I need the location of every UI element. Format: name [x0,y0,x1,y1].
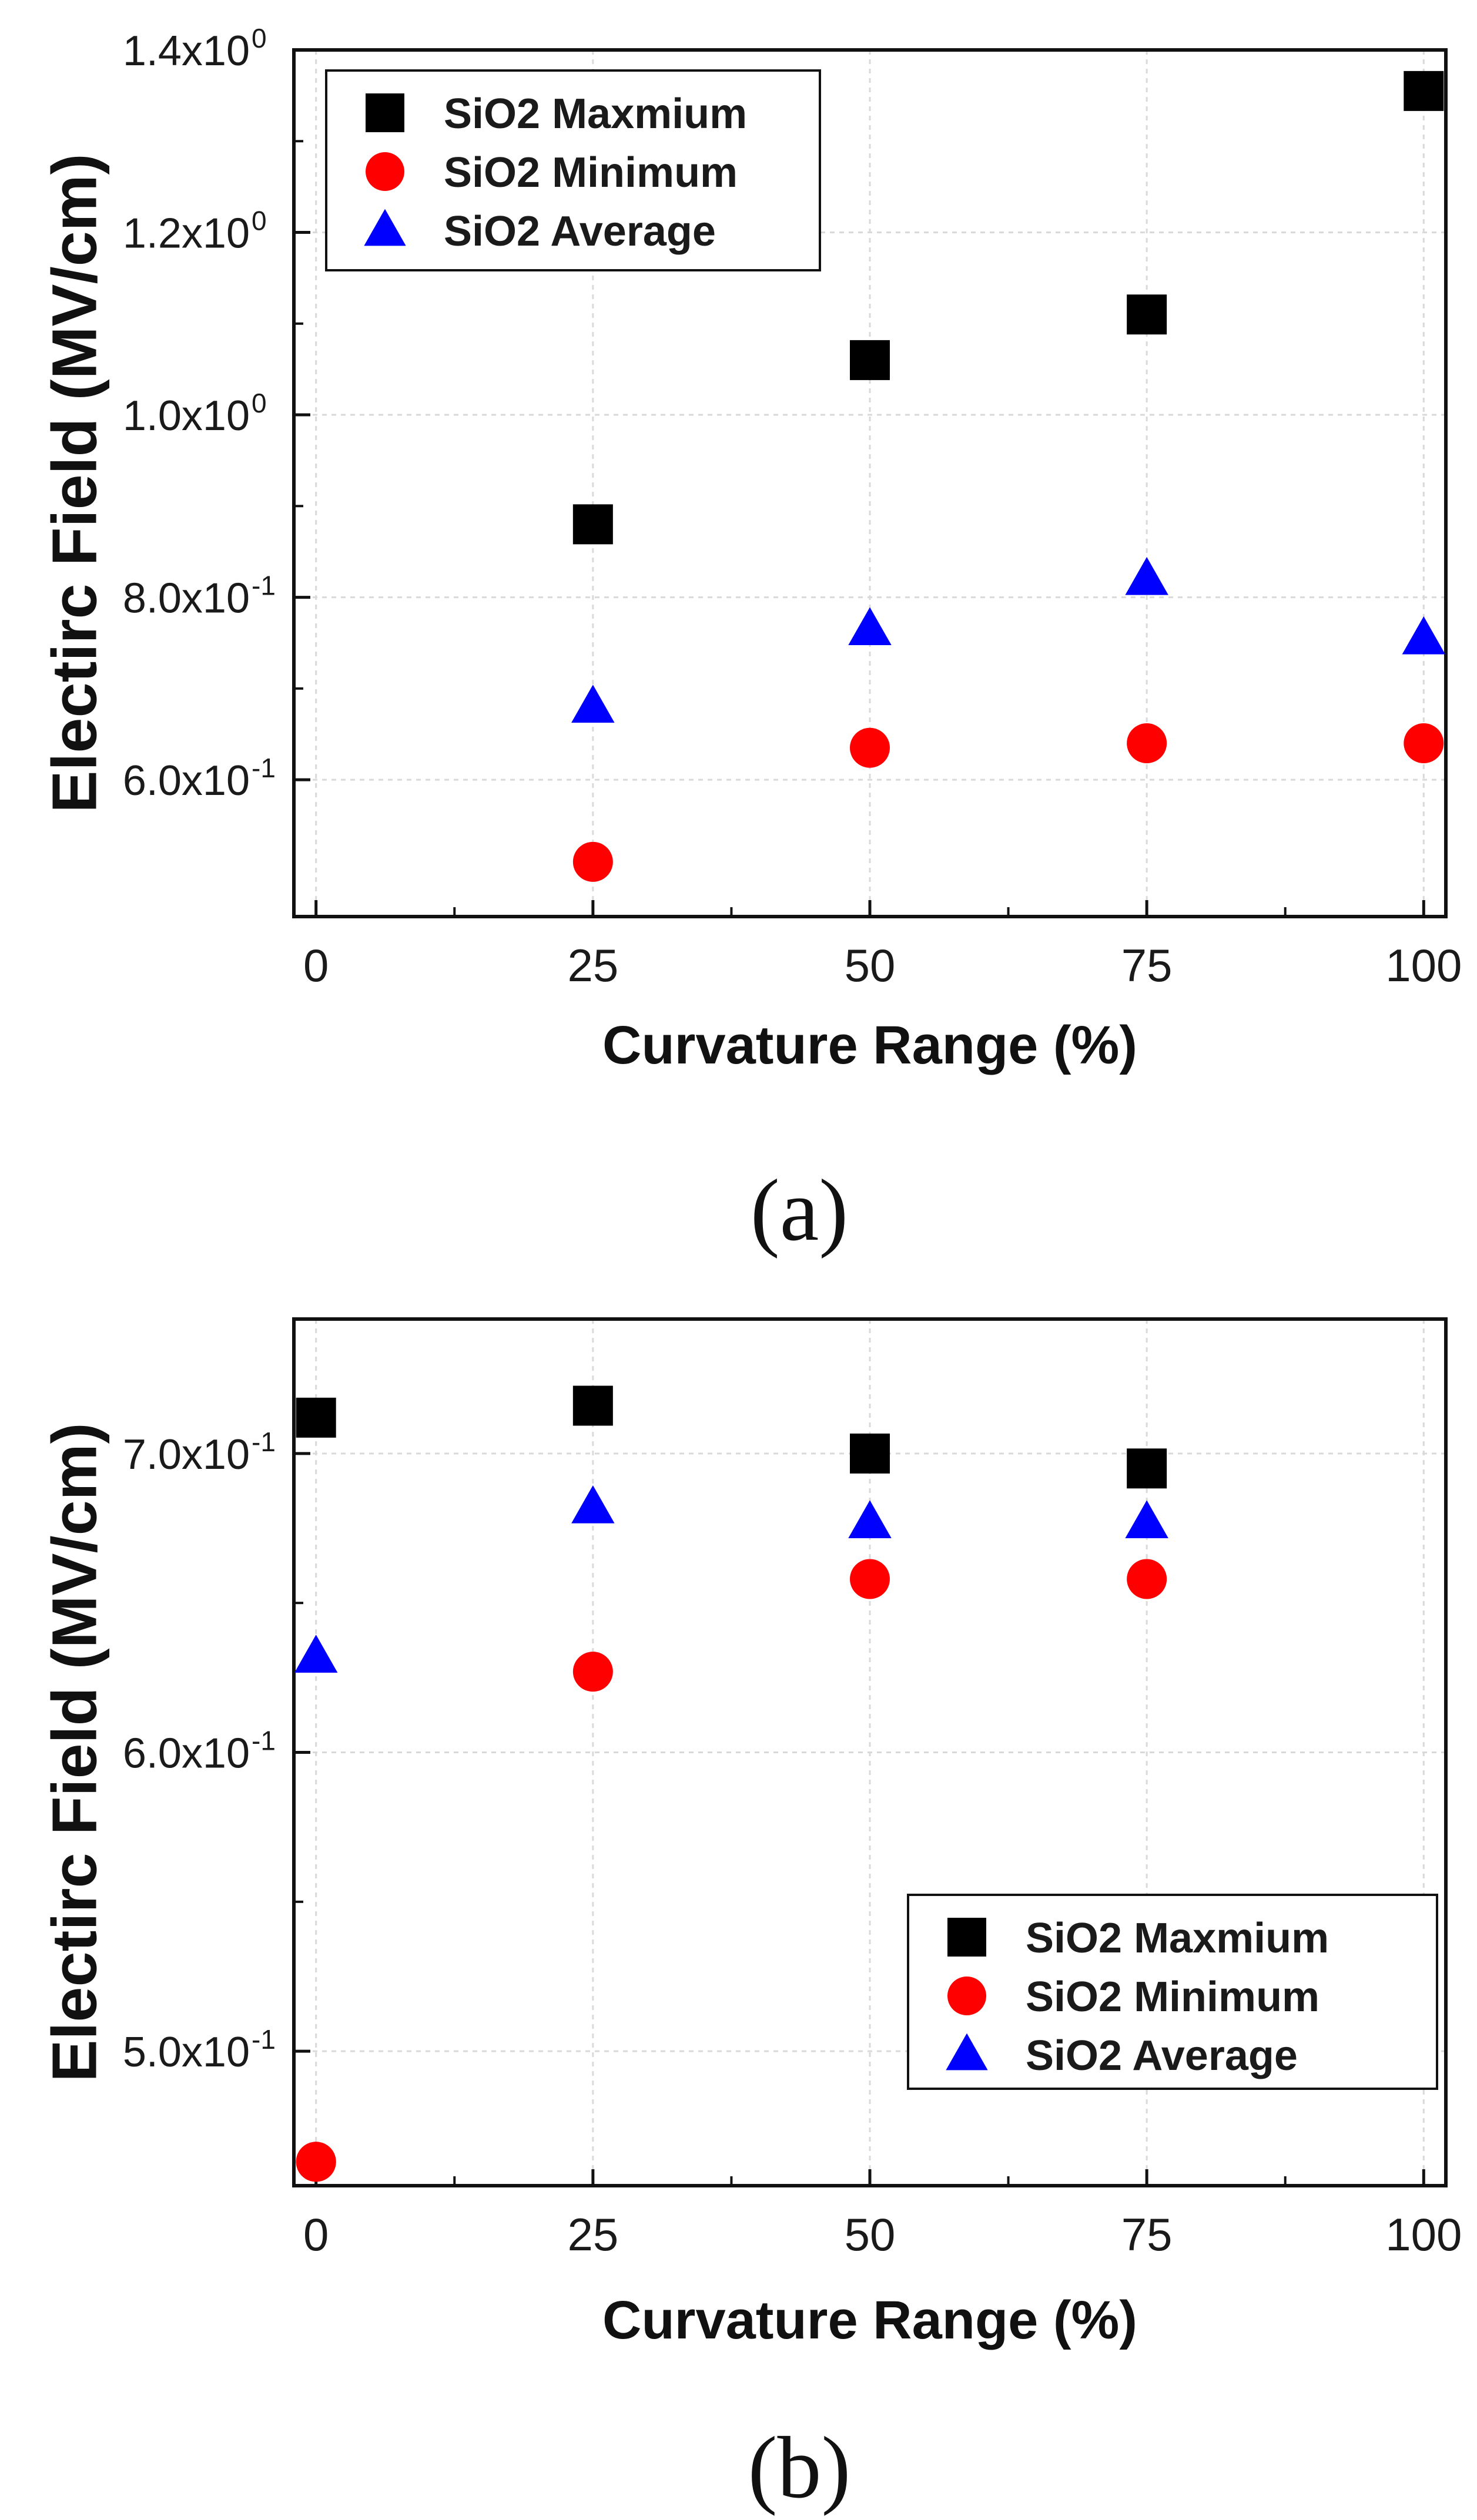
legend-label-minimum-b: SiO2 Minimum [1026,1974,1319,2021]
y-tick-exponent-a: -1 [252,753,276,783]
legend-marker-average-a [364,209,406,246]
x-tick-label-a: 0 [303,939,329,991]
x-axis-title-a: Curvature Range (%) [602,1015,1137,1075]
point-minimum-a [1404,723,1444,763]
legend-label-average-a: SiO2 Average [444,208,716,255]
point-maxmium-b [850,1433,890,1474]
legend-box-b [907,1894,1438,2090]
y-tick-exponent-a: 0 [252,23,267,53]
legend-marker-minimum-b [947,1977,986,2015]
legend-a: SiO2 Maxmium SiO2 Minimum SiO2 Average [325,69,821,271]
y-axis-title-b: Electirc Field (MV/cm) [39,1422,110,2082]
panel-caption-a: (a) [751,1162,848,1259]
y-tick-exponent-b: -1 [252,1427,276,1457]
point-average-b [848,1500,892,1538]
point-maxmium-a [572,504,613,545]
x-tick-label-a: 75 [1121,939,1173,991]
x-tick-label-b: 75 [1121,2209,1173,2260]
legend-marker-maxmium-a [366,93,404,132]
x-tick-label-b: 50 [845,2209,896,2260]
point-minimum-b [572,1652,613,1692]
x-tick-label-a: 50 [845,939,896,991]
point-maxmium-b [1127,1448,1167,1489]
point-minimum-b [296,2142,336,2182]
legend-marker-minimum-a [366,152,404,191]
legend-marker-average-b [946,2033,988,2071]
legend-marker-maxmium-b [947,1918,986,1957]
point-average-b [1125,1500,1168,1538]
x-tick-label-b: 100 [1385,2209,1462,2260]
legend-label-minimum-a: SiO2 Minimum [444,149,738,196]
legend-label-maxmium-b: SiO2 Maxmium [1026,1915,1329,1962]
point-minimum-a [572,841,613,882]
point-minimum-a [850,727,890,768]
x-tick-label-b: 0 [303,2209,329,2260]
x-tick-label-a: 100 [1385,939,1462,991]
point-average-a [1402,616,1446,655]
panel-caption-b: (b) [748,2419,851,2516]
x-tick-label-a: 25 [567,939,618,991]
y-tick-label-a: 1.0x10 [123,392,250,439]
legend-box-a [325,69,821,271]
y-tick-exponent-a: 0 [252,388,267,418]
x-axis-title-b: Curvature Range (%) [602,2290,1137,2350]
y-tick-label-a: 6.0x10 [123,757,250,804]
point-average-a [1125,557,1168,595]
y-tick-label-b: 6.0x10 [123,1730,250,1777]
point-minimum-b [850,1559,890,1599]
point-average-b [294,1635,338,1673]
point-average-b [571,1485,615,1524]
point-maxmium-b [572,1385,613,1426]
legend-b: SiO2 Maxmium SiO2 Minimum SiO2 Average [907,1894,1438,2090]
x-tick-label-b: 25 [567,2209,618,2260]
y-tick-exponent-b: -1 [252,2024,276,2055]
point-maxmium-a [1404,71,1444,111]
point-maxmium-b [296,1397,336,1438]
point-minimum-a [1127,723,1167,763]
point-maxmium-a [1127,294,1167,335]
y-axis-title-a: Electirc Field (MV/cm) [39,153,110,813]
legend-label-maxmium-a: SiO2 Maxmium [444,90,747,137]
legend-label-average-b: SiO2 Average [1026,2032,1298,2079]
y-tick-label-a: 1.4x10 [123,28,250,75]
point-average-a [848,607,892,646]
y-tick-label-b: 5.0x10 [123,2029,250,2076]
y-tick-exponent-b: -1 [252,1726,276,1756]
y-tick-label-a: 1.2x10 [123,210,250,257]
y-tick-exponent-a: -1 [252,571,276,601]
point-maxmium-a [850,340,890,380]
point-average-a [571,684,615,723]
y-tick-exponent-a: 0 [252,206,267,236]
y-tick-label-a: 8.0x10 [123,575,250,622]
point-minimum-b [1127,1559,1167,1599]
y-tick-label-b: 7.0x10 [123,1431,250,1478]
